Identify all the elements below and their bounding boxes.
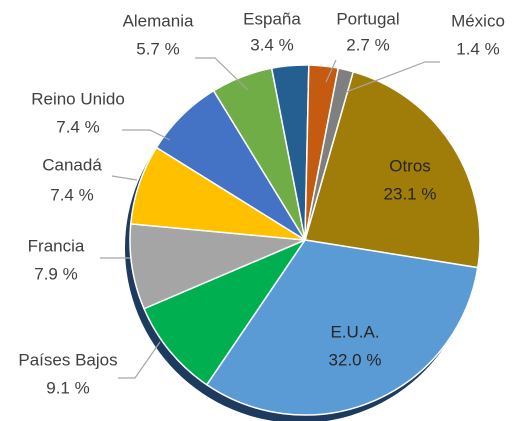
slice-label: Otros: [389, 156, 431, 175]
pie-slice: [304, 70, 481, 269]
slice-label: Francia: [28, 236, 85, 255]
slice-value: 32.0 %: [329, 350, 382, 369]
slice-value: 3.4 %: [250, 35, 293, 54]
slice-label: Portugal: [336, 9, 399, 28]
slice-label: Países Bajos: [18, 350, 117, 369]
pie-slice: [143, 238, 308, 386]
pie-slice: [304, 67, 355, 241]
leader-line: [195, 57, 249, 91]
slice-label: E.U.A.: [330, 322, 379, 341]
leader-line: [122, 129, 171, 141]
slice-label: Canadá: [42, 155, 102, 174]
slice-value: 7.4 %: [56, 117, 99, 136]
leader-line: [325, 59, 337, 83]
slice-value: 7.9 %: [34, 264, 77, 283]
leader-line: [111, 175, 138, 181]
slice-value: 5.7 %: [136, 39, 179, 58]
slice-value: 2.7 %: [346, 35, 389, 54]
slice-value: 1.4 %: [456, 39, 499, 58]
pie-slice: [205, 239, 479, 416]
slice-label: Reino Unido: [31, 89, 125, 108]
slice-label: México: [451, 11, 505, 30]
slice-value: 9.1 %: [46, 378, 89, 397]
slice-value: 7.4 %: [50, 185, 93, 204]
slice-label: Alemania: [123, 11, 194, 30]
leader-line: [345, 61, 440, 93]
leader-line: [118, 341, 161, 379]
slice-value: 23.1 %: [384, 184, 437, 203]
slice-label: España: [243, 9, 301, 28]
